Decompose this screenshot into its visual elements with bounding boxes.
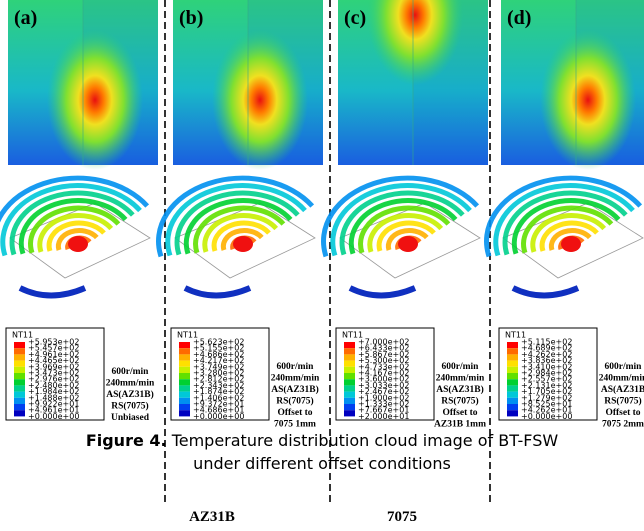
condition-text: AS(AZ31B — [601, 384, 644, 395]
legend-swatch — [14, 367, 25, 373]
legend-swatch — [179, 373, 190, 379]
caption-line: Figure 4. Temperature distribution cloud… — [86, 431, 559, 450]
iso-band — [513, 288, 578, 296]
legend-swatch — [344, 392, 355, 398]
legend-value: +0.000e+00 — [521, 412, 572, 421]
condition-text: Unbiased — [111, 413, 150, 423]
condition-text: AZ31B 1mm — [434, 420, 486, 430]
legend-swatch — [507, 398, 518, 404]
panel-label: (a) — [14, 7, 37, 29]
condition-text: 240mm/min — [436, 374, 485, 384]
caption-text: Temperature distribution cloud image of … — [171, 431, 559, 450]
condition-text: RS(7075) — [604, 396, 641, 407]
legend-swatch — [179, 354, 190, 360]
legend-swatch — [179, 398, 190, 404]
panel-label: (c) — [344, 7, 366, 29]
legend-swatch — [14, 392, 25, 398]
condition-text: 240mm/min — [271, 374, 320, 384]
legend-swatch — [14, 404, 25, 410]
legend-swatch — [14, 373, 25, 379]
legend-swatch — [344, 410, 355, 416]
condition-text: Offset to — [442, 408, 477, 418]
legend-swatch — [344, 342, 355, 348]
legend-value: +0.000e+00 — [28, 412, 79, 421]
legend-swatch — [507, 373, 518, 379]
legend-swatch — [179, 392, 190, 398]
panel-label: (d) — [507, 7, 531, 29]
legend-swatch — [344, 361, 355, 367]
legend-swatch — [507, 392, 518, 398]
legend-swatch — [344, 379, 355, 385]
condition-text: 7075 1mm — [274, 420, 316, 430]
condition-text: 240mm/min — [599, 374, 644, 384]
condition-text: Offset to — [277, 408, 312, 418]
legend-swatch — [344, 404, 355, 410]
panel-label: (b) — [179, 7, 203, 29]
legend-swatch — [179, 342, 190, 348]
legend-swatch — [344, 354, 355, 360]
condition-text: 600r/min — [605, 362, 643, 372]
hot-spot — [212, 30, 308, 170]
legend-swatch — [507, 342, 518, 348]
hot-spot — [540, 30, 636, 170]
legend-swatch — [14, 410, 25, 416]
legend-swatch — [507, 410, 518, 416]
tool-zone — [561, 236, 581, 252]
legend-swatch — [507, 379, 518, 385]
condition-text: 600r/min — [112, 367, 150, 377]
condition-text: 240mm/min — [106, 379, 155, 389]
legend-swatch — [14, 385, 25, 391]
legend-swatch — [179, 379, 190, 385]
material-label: 7075 — [387, 509, 417, 525]
legend-swatch — [344, 367, 355, 373]
condition-text: 7075 2mm — [602, 420, 644, 430]
condition-text: AS(AZ31B) — [271, 384, 319, 395]
legend-value: +2.000e+01 — [358, 412, 409, 421]
condition-text: RS(7075) — [276, 396, 313, 407]
condition-text: 600r/min — [442, 362, 480, 372]
figure: Figure 4. Temperature distribution cloud… — [0, 0, 644, 531]
condition-text: AS(AZ31B) — [436, 384, 484, 395]
condition-text: 600r/min — [277, 362, 315, 372]
legend-swatch — [179, 348, 190, 354]
iso-band — [20, 288, 85, 296]
legend-swatch — [344, 373, 355, 379]
legend-swatch — [507, 354, 518, 360]
legend-swatch — [179, 385, 190, 391]
legend-swatch — [14, 354, 25, 360]
legend-swatch — [507, 404, 518, 410]
legend-swatch — [344, 348, 355, 354]
condition-text: Offset to — [605, 408, 640, 418]
iso-band — [185, 288, 250, 296]
tool-zone — [68, 236, 88, 252]
hot-spot — [47, 30, 143, 170]
material-label: AZ31B — [189, 509, 235, 525]
legend-swatch — [14, 348, 25, 354]
condition-text: RS(7075) — [111, 401, 148, 412]
condition-text: RS(7075) — [441, 396, 478, 407]
legend-swatch — [507, 348, 518, 354]
condition-text: AS(AZ31B) — [106, 389, 154, 400]
tool-zone — [233, 236, 253, 252]
legend-value: +0.000e+00 — [193, 412, 244, 421]
legend-swatch — [507, 367, 518, 373]
legend-swatch — [507, 361, 518, 367]
legend-swatch — [507, 385, 518, 391]
legend-swatch — [14, 342, 25, 348]
legend-swatch — [179, 404, 190, 410]
legend-swatch — [344, 385, 355, 391]
caption-label: Figure 4. — [86, 431, 167, 450]
iso-band — [350, 288, 415, 296]
legend-swatch — [14, 361, 25, 367]
legend-swatch — [179, 410, 190, 416]
legend-swatch — [14, 379, 25, 385]
caption-text: under different offset conditions — [193, 454, 451, 473]
tool-zone — [398, 236, 418, 252]
legend-swatch — [14, 398, 25, 404]
legend-swatch — [179, 367, 190, 373]
legend-swatch — [179, 361, 190, 367]
legend-swatch — [344, 398, 355, 404]
